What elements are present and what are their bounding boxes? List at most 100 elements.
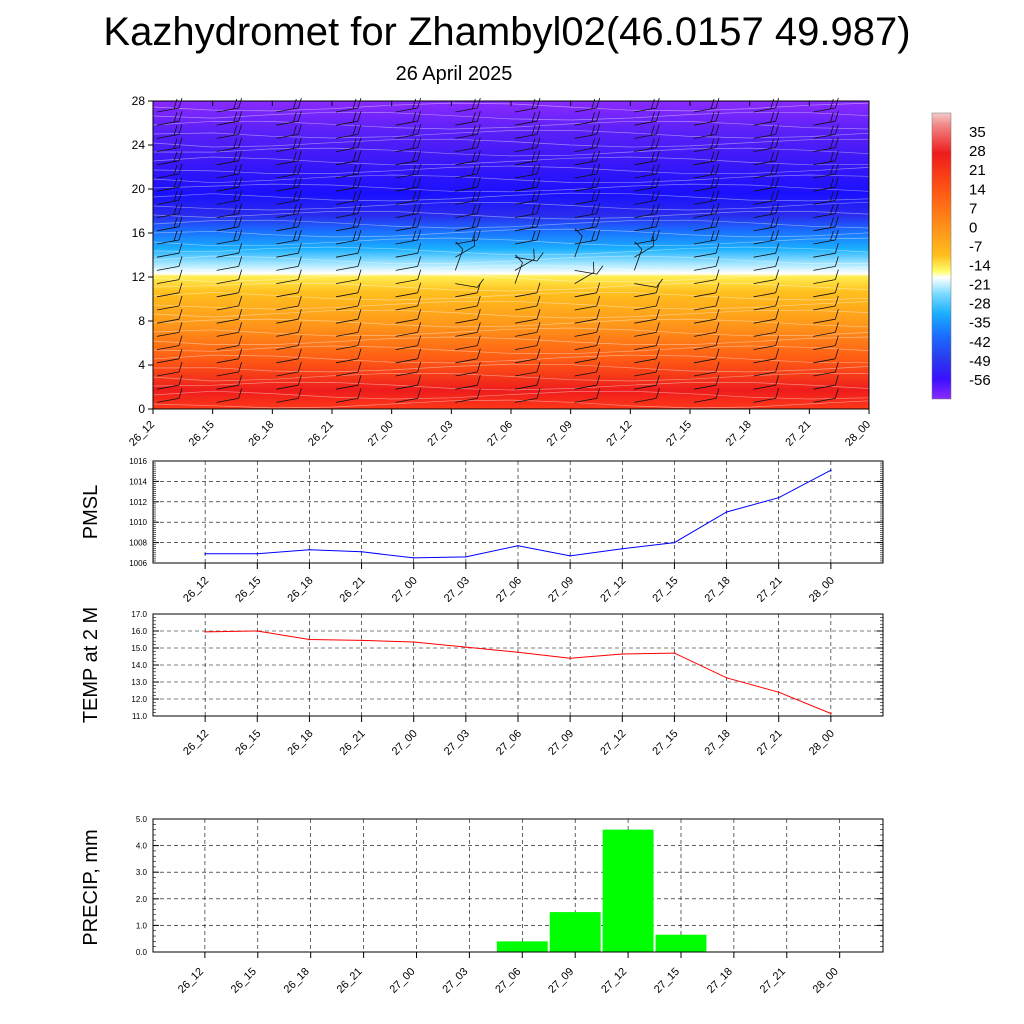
barb-staff: [753, 239, 776, 245]
barb-feather: [596, 124, 601, 135]
wind-barb: [395, 322, 422, 337]
x-tick-label: 27_00: [366, 419, 396, 449]
barb-feather: [471, 178, 476, 189]
x-tick-label: 27_12: [599, 966, 629, 996]
barb-staff: [276, 266, 299, 271]
barb-feather: [352, 125, 357, 136]
barb-staff: [455, 245, 475, 258]
wind-barb: [335, 335, 362, 350]
contour-line: [152, 382, 870, 391]
barb-staff: [693, 173, 717, 179]
wind-barb: [216, 335, 243, 350]
data-point: [204, 553, 206, 555]
barb-staff: [514, 239, 538, 245]
barb-feather: [238, 137, 243, 148]
wind-barb: [693, 111, 720, 126]
wind-barb: [813, 322, 839, 337]
barb-feather: [536, 124, 541, 135]
barb-staff: [813, 120, 836, 126]
barb-feather: [775, 256, 780, 267]
wind-barb: [514, 229, 541, 245]
barb-feather: [655, 309, 660, 320]
wind-barb: [156, 269, 183, 284]
wind-barb: [216, 269, 243, 284]
barb-staff: [455, 147, 478, 152]
barb-staff: [216, 134, 239, 139]
wind-barb: [156, 375, 183, 390]
barb-staff: [574, 332, 597, 337]
barb-staff: [216, 213, 239, 218]
barb-feather: [536, 361, 541, 373]
barb-feather: [476, 388, 481, 399]
barb-feather: [417, 309, 422, 320]
barb-feather: [655, 97, 660, 109]
barb-staff: [216, 200, 239, 205]
x-tick-label: 26_15: [187, 419, 217, 449]
wind-barb: [634, 335, 660, 350]
barb-staff: [335, 384, 359, 390]
barb-feather: [596, 137, 601, 148]
barb-feather: [297, 375, 302, 386]
wind-barb: [813, 216, 839, 232]
y-axis-label: TEMP at 2 M: [80, 607, 102, 723]
barb-feather: [834, 203, 839, 214]
barb-feather: [596, 190, 601, 201]
wind-barb: [634, 388, 660, 403]
barb-staff: [395, 213, 418, 218]
barb-feather: [596, 282, 601, 293]
barb-feather: [770, 178, 775, 189]
contour-line: [152, 219, 870, 229]
x-tick-label: 28_00: [807, 575, 837, 605]
barb-feather: [655, 150, 660, 161]
wind-barb: [514, 124, 541, 139]
barb-feather: [178, 361, 183, 373]
wind-barb: [514, 150, 541, 166]
barb-feather: [533, 248, 535, 260]
barb-staff: [335, 107, 359, 113]
barb-feather: [178, 295, 183, 307]
barb-feather: [515, 254, 523, 263]
precip-bar: [549, 912, 601, 952]
barb-staff: [753, 305, 776, 311]
barb-feather: [412, 230, 417, 242]
barb-feather: [775, 163, 780, 175]
wind-barb: [276, 348, 302, 364]
barb-feather: [238, 322, 243, 333]
barb-feather: [829, 112, 834, 123]
y-tick-label: 13.0: [131, 678, 147, 687]
y-tick-label: 1.0: [136, 921, 148, 930]
barb-staff: [216, 252, 239, 258]
barb-feather: [417, 322, 422, 333]
barb-feather: [655, 203, 660, 214]
barb-feather: [770, 164, 775, 176]
barb-feather: [655, 348, 660, 359]
wind-barb: [455, 137, 481, 152]
barb-staff: [634, 398, 657, 403]
barb-feather: [412, 125, 417, 136]
barb-feather: [238, 375, 243, 386]
barb-feather: [775, 216, 780, 227]
wind-barb: [395, 335, 422, 350]
barb-staff: [335, 226, 359, 232]
barb-feather: [591, 204, 596, 215]
barb-staff: [574, 200, 597, 205]
barb-feather: [650, 112, 655, 123]
barb-staff: [753, 318, 776, 324]
barb-feather: [178, 111, 183, 122]
contour-line: [152, 300, 870, 310]
barb-feather: [715, 282, 720, 293]
colorbar-label: 35: [969, 124, 986, 141]
barb-feather: [178, 203, 183, 214]
y-tick-label: 16.0: [131, 627, 147, 636]
barb-staff: [813, 226, 836, 232]
barb-feather: [357, 295, 362, 307]
wind-barb: [753, 388, 780, 403]
barb-feather: [655, 190, 660, 201]
barb-staff: [753, 226, 776, 232]
barb-staff: [813, 160, 836, 166]
x-tick-label: 28_00: [811, 966, 841, 996]
barb-feather: [531, 191, 536, 202]
wind-barb: [574, 361, 601, 377]
wind-barb: [693, 295, 720, 311]
barb-feather: [476, 361, 481, 373]
